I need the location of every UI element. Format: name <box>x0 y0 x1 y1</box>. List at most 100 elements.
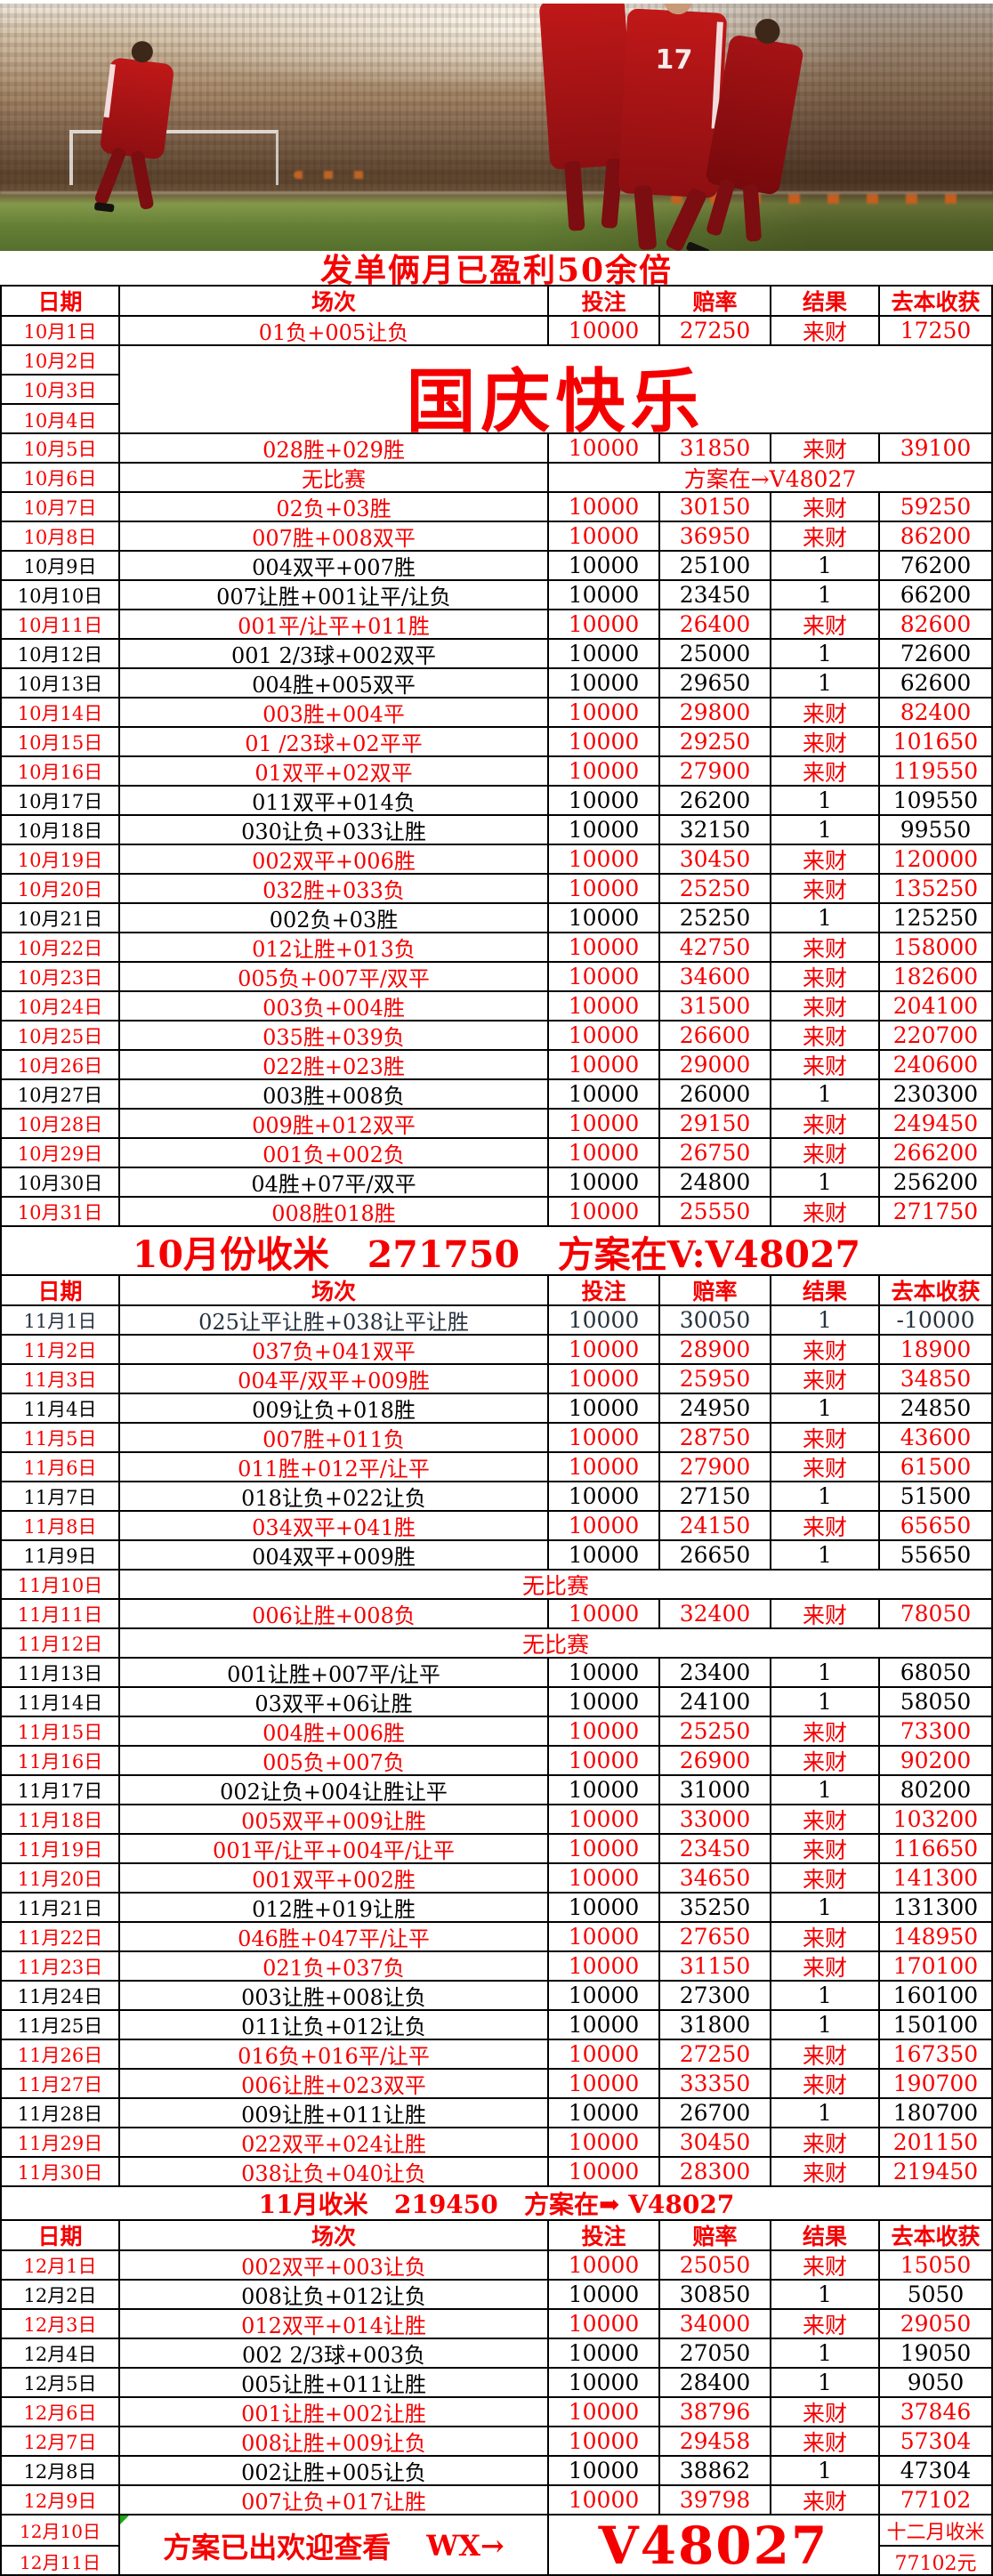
pitch-line <box>0 191 993 194</box>
table-row: 11月29日 022双平+024让胜 10000 30450 来财 201150 <box>2 2128 991 2158</box>
result-cell: 1 <box>771 2369 880 2396</box>
match-cell: 007胜+008双平 <box>120 522 549 550</box>
match-cell: 001负+002负 <box>120 1139 549 1167</box>
odds-cell: 26700 <box>660 2099 771 2127</box>
match-cell: 001双平+002胜 <box>120 1864 549 1892</box>
profit-cell: 80200 <box>900 1777 972 1803</box>
odds-cell: 25550 <box>660 1198 771 1225</box>
table-row: 11月28日 009让胜+011让胜 10000 26700 1 180700 <box>2 2099 991 2128</box>
match-cell: 005负+007平/双平 <box>120 963 549 990</box>
table-row: 12月4日 002 2/3球+003负 10000 27050 1 19050 <box>2 2339 991 2369</box>
table-row: 11月2日 037负+041双平 10000 28900 来财 18900 <box>2 1336 991 1365</box>
odds-cell: 32400 <box>660 1600 771 1627</box>
profit-cell: 66200 <box>900 582 972 608</box>
odds-cell: 25250 <box>660 904 771 932</box>
date-cell: 11月12日 <box>2 1629 120 1657</box>
profit-cell: 240600 <box>892 1052 979 1078</box>
profit-cell: 55650 <box>900 1542 972 1568</box>
profit-cell: 99550 <box>900 817 972 843</box>
column-header-2: 投注 <box>549 2221 660 2249</box>
result-cell: 来财 <box>771 1424 880 1451</box>
player-figure <box>93 39 175 213</box>
match-cell: 003胜+008负 <box>120 1080 549 1108</box>
stake-cell: 10000 <box>549 2158 660 2185</box>
match-cell: 022胜+023胜 <box>120 1051 549 1078</box>
match-cell: 002负+03胜 <box>120 904 549 932</box>
match-cell: 022双平+024让胜 <box>120 2128 549 2156</box>
match-cell: 001 2/3球+002双平 <box>120 640 549 667</box>
profit-cell: 19050 <box>900 2340 972 2366</box>
profit-cell: 86200 <box>900 523 972 549</box>
stake-cell: 10000 <box>549 757 660 785</box>
date-cell: 10月5日 <box>2 434 120 462</box>
match-cell: 037负+041双平 <box>120 1336 549 1363</box>
stake-cell: 10000 <box>549 933 660 961</box>
profit-cell: 39100 <box>900 435 972 461</box>
profit-cell: 119550 <box>892 758 979 784</box>
date-cell: 12月7日 <box>2 2427 120 2455</box>
table-row: 11月16日 005负+007负 10000 26900 来财 90200 <box>2 1747 991 1776</box>
date-cell: 10月24日 <box>2 992 120 1020</box>
match-cell: 012胜+019让胜 <box>120 1894 549 1921</box>
odds-cell: 26000 <box>660 1080 771 1108</box>
odds-cell: 24150 <box>660 1512 771 1539</box>
profit-cell: 249450 <box>892 1110 979 1136</box>
result-cell: 来财 <box>771 699 880 726</box>
odds-cell: 28400 <box>660 2369 771 2396</box>
odds-cell: 30450 <box>660 2128 771 2156</box>
match-cell: 016负+016平/让平 <box>120 2040 549 2068</box>
date-cell: 10月7日 <box>2 493 120 521</box>
table-row: 12月6日 001让胜+002让胜 10000 38796 来财 37846 <box>2 2398 991 2427</box>
date-cell: 10月10日 <box>2 581 120 609</box>
profit-cell: 256200 <box>892 1169 979 1195</box>
profit-cell: 51500 <box>900 1483 972 1509</box>
table-row: 10月8日 007胜+008双平 10000 36950 来财 86200 <box>2 522 991 552</box>
column-header-5: 去本收获 <box>891 289 981 315</box>
match-cell: 046胜+047平/让平 <box>120 1923 549 1950</box>
profit-cell: -10000 <box>896 1307 975 1333</box>
profit-cell: 72600 <box>900 641 972 666</box>
table-row: 11月1日 025让平让胜+038让平让胜 10000 30050 1 -10000 <box>2 1306 991 1336</box>
date-cell: 10月6日 <box>2 464 120 491</box>
profit-cell: 158000 <box>892 934 979 960</box>
date-cell: 11月10日 <box>2 1571 120 1598</box>
profit-cell: 77102 <box>900 2487 972 2513</box>
odds-cell: 34650 <box>660 1864 771 1892</box>
result-cell: 来财 <box>771 1600 880 1627</box>
result-cell: 1 <box>771 816 880 844</box>
match-cell: 012双平+014让胜 <box>120 2310 549 2338</box>
table-row: 11月22日 046胜+047平/让平 10000 27650 来财 148950 <box>2 1923 991 1952</box>
plan-cell: 方案在→V48027 <box>683 465 857 492</box>
column-header-4: 结果 <box>771 287 880 315</box>
profit-cell: 76200 <box>900 553 972 578</box>
promo-cell: 方案已出欢迎查看 WX→ <box>120 2515 549 2576</box>
date-cell: 10月9日 <box>2 552 120 579</box>
date-cell: 10月18日 <box>2 816 120 844</box>
table-row: 12月3日 012双平+014让胜 10000 34000 来财 29050 <box>2 2310 991 2339</box>
result-cell: 来财 <box>771 1952 880 1980</box>
stake-cell: 10000 <box>549 1168 660 1196</box>
odds-cell: 27300 <box>660 1982 771 2009</box>
stake-cell: 10000 <box>549 1512 660 1539</box>
profit-cell: 65650 <box>900 1513 972 1538</box>
milestone-column: 十二月收米 77102元 <box>880 2515 991 2576</box>
odds-cell: 24100 <box>660 1688 771 1716</box>
result-cell: 来财 <box>771 875 880 902</box>
date-cell: 12月3日 <box>2 2310 120 2338</box>
table-row: 10月27日 003胜+008负 10000 26000 1 230300 <box>2 1080 991 1110</box>
profit-cell: 182600 <box>892 964 979 989</box>
profit-cell: 5050 <box>907 2281 965 2307</box>
match-cell: 009让负+018胜 <box>120 1394 549 1422</box>
profit-cell: 271750 <box>892 1199 979 1224</box>
stake-cell: 10000 <box>549 1600 660 1627</box>
profit-cell: 266200 <box>892 1140 979 1166</box>
odds-cell: 23450 <box>660 1835 771 1862</box>
date-cell: 10月27日 <box>2 1080 120 1108</box>
odds-cell: 29800 <box>660 699 771 726</box>
match-cell: 002双平+003让负 <box>120 2251 549 2279</box>
holiday-row: 10月2日 10月3日 10月4日 国庆快乐 <box>2 346 991 446</box>
result-cell: 来财 <box>771 1453 880 1481</box>
result-cell: 来财 <box>771 1365 880 1393</box>
stake-cell: 10000 <box>549 1051 660 1078</box>
match-cell: 008胜018胜 <box>120 1198 549 1225</box>
